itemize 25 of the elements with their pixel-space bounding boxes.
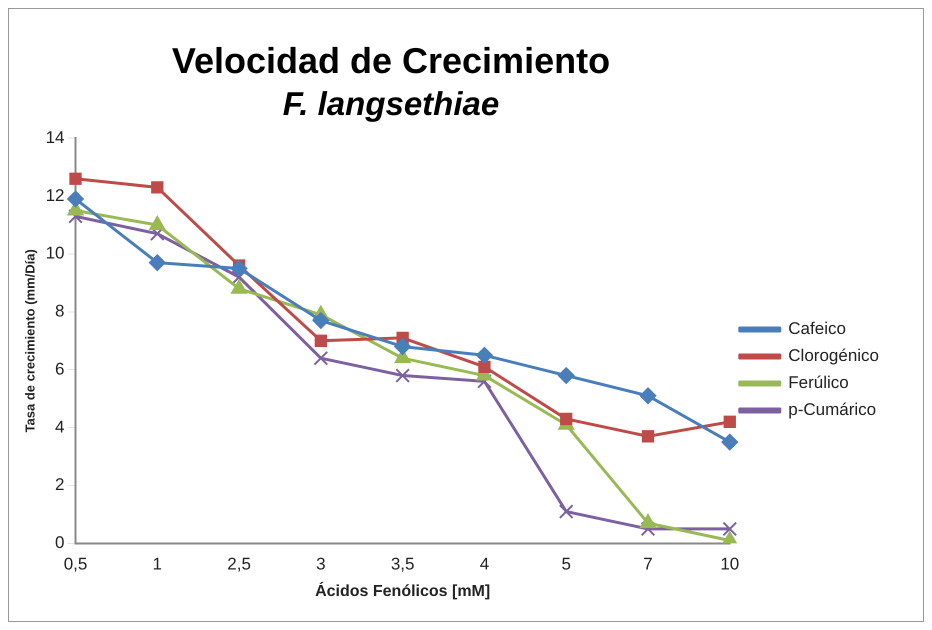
y-tick-label: 4 — [55, 417, 65, 436]
x-tick-label: 3,5 — [390, 554, 414, 574]
legend-label: Cafeico — [788, 319, 846, 338]
x-tick-label: 2,5 — [227, 554, 251, 574]
x-tick-label: 1 — [152, 554, 162, 574]
x-tick-label: 5 — [561, 554, 571, 574]
x-tick-label: 4 — [480, 554, 490, 574]
y-tick-label: 2 — [55, 475, 65, 494]
y-tick-label: 6 — [55, 359, 65, 378]
chart-subtitle: F. langsethiae — [282, 84, 500, 124]
legend-label: p-Cumárico — [788, 400, 876, 420]
y-tick-label: 10 — [46, 244, 65, 263]
x-tick-label: 0,5 — [64, 554, 88, 574]
legend-label: Ferúlico — [788, 373, 849, 392]
y-axis-title: Tasa de crecimiento (mm/Día) — [22, 249, 38, 432]
x-tick-label: 3 — [316, 554, 326, 574]
x-tick-label: 10 — [720, 554, 740, 574]
y-tick-label: 8 — [55, 302, 65, 321]
y-tick-label: 0 — [55, 533, 65, 552]
y-tick-label: 14 — [46, 128, 65, 147]
chart-title: Velocidad de Crecimiento — [170, 39, 612, 83]
legend-label: Clorogénico — [788, 346, 880, 366]
y-tick-label: 12 — [46, 186, 65, 205]
x-axis-title: Ácidos Fenólicos [mM] — [315, 580, 490, 600]
x-tick-label: 7 — [643, 554, 653, 574]
